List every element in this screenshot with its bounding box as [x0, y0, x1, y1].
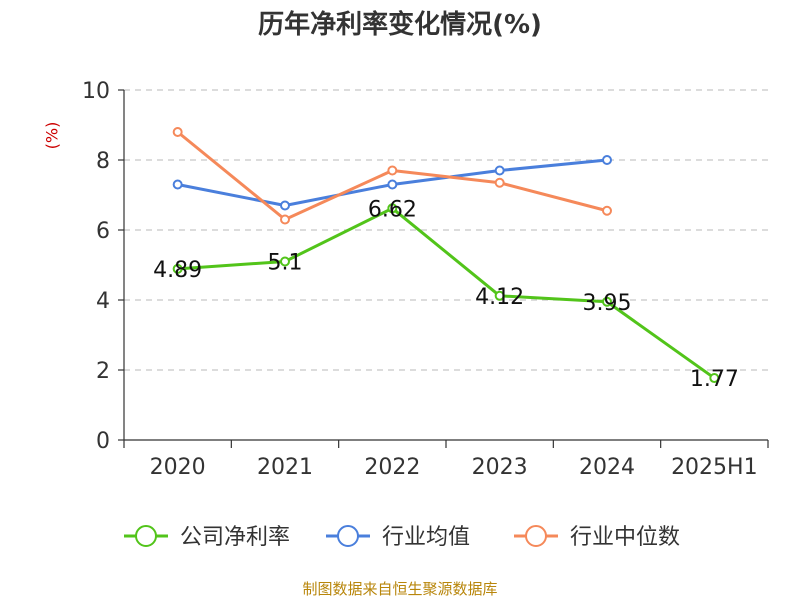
- data-label: 5.1: [268, 251, 303, 276]
- data-point: [387, 165, 398, 176]
- data-point: [172, 179, 183, 190]
- data-point: [709, 373, 720, 384]
- data-point: [494, 177, 505, 188]
- data-point: [602, 296, 612, 307]
- y-tick-label: 6: [96, 219, 110, 244]
- x-tick-label: 2023: [472, 455, 528, 480]
- x-tick-label: 2024: [579, 455, 635, 480]
- data-point: [602, 155, 612, 165]
- y-tick-label: 10: [82, 79, 110, 104]
- legend-label: 公司净利率: [180, 525, 290, 550]
- data-label: 6.62: [368, 197, 417, 222]
- data-point: [387, 179, 398, 190]
- x-tick-label: 2020: [150, 455, 206, 480]
- data-label: 3.95: [583, 291, 632, 316]
- data-label: 1.77: [690, 367, 739, 392]
- x-tick-label: 2025H1: [671, 455, 758, 480]
- legend-label: 行业中位数: [570, 525, 680, 550]
- legend-marker: [337, 525, 359, 547]
- data-point: [280, 200, 290, 211]
- y-tick-label: 2: [96, 359, 110, 384]
- y-tick-label: 8: [96, 149, 110, 174]
- data-point: [494, 290, 505, 301]
- y-tick-label: 4: [96, 289, 110, 314]
- y-tick-label: 0: [96, 429, 110, 454]
- data-label: 4.89: [153, 258, 202, 283]
- legend-label: 行业均值: [382, 525, 470, 550]
- data-point: [280, 214, 290, 225]
- legend-marker: [525, 525, 547, 547]
- data-point: [172, 127, 183, 137]
- source-footer: 制图数据来自恒生聚源数据库: [302, 580, 498, 598]
- data-point: [494, 165, 505, 176]
- data-label: 4.12: [475, 285, 524, 310]
- series-line: [177, 206, 716, 380]
- x-tick-label: 2022: [364, 455, 420, 480]
- x-tick-label: 2021: [257, 455, 313, 480]
- data-point: [602, 205, 612, 216]
- data-point: [280, 256, 290, 267]
- legend-marker: [135, 525, 157, 547]
- data-point: [387, 203, 398, 214]
- data-point: [172, 263, 183, 274]
- chart-title: 历年净利率变化情况(%): [258, 10, 542, 40]
